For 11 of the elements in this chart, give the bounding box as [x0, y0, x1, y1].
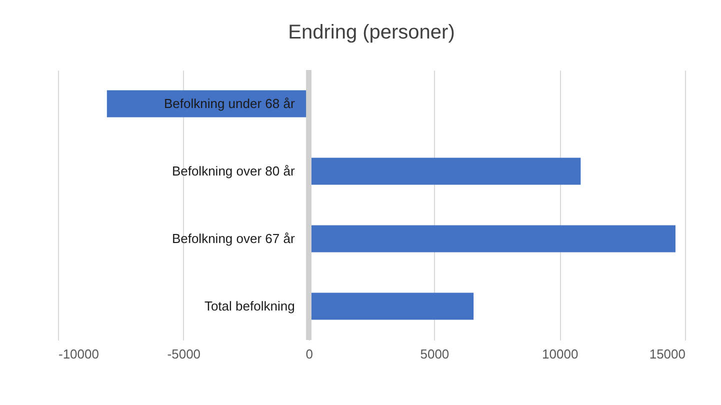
- x-tick-label: -5000: [167, 346, 201, 362]
- x-tick-label: 15000: [649, 346, 686, 362]
- y-tick-label: Befolkning over 67 år: [172, 230, 296, 246]
- x-tick-label: 0: [306, 346, 313, 362]
- x-tick-label: 5000: [420, 346, 450, 362]
- x-tick-label: -10000: [58, 346, 99, 362]
- chart-title: Endring (personer): [288, 22, 455, 44]
- y-tick-label: Befolkning under 68 år: [164, 96, 296, 111]
- x-tick-label: 10000: [542, 346, 578, 362]
- y-tick-label: Total befolkning: [204, 298, 295, 314]
- y-tick-label: Befolkning over 80 år: [172, 163, 296, 178]
